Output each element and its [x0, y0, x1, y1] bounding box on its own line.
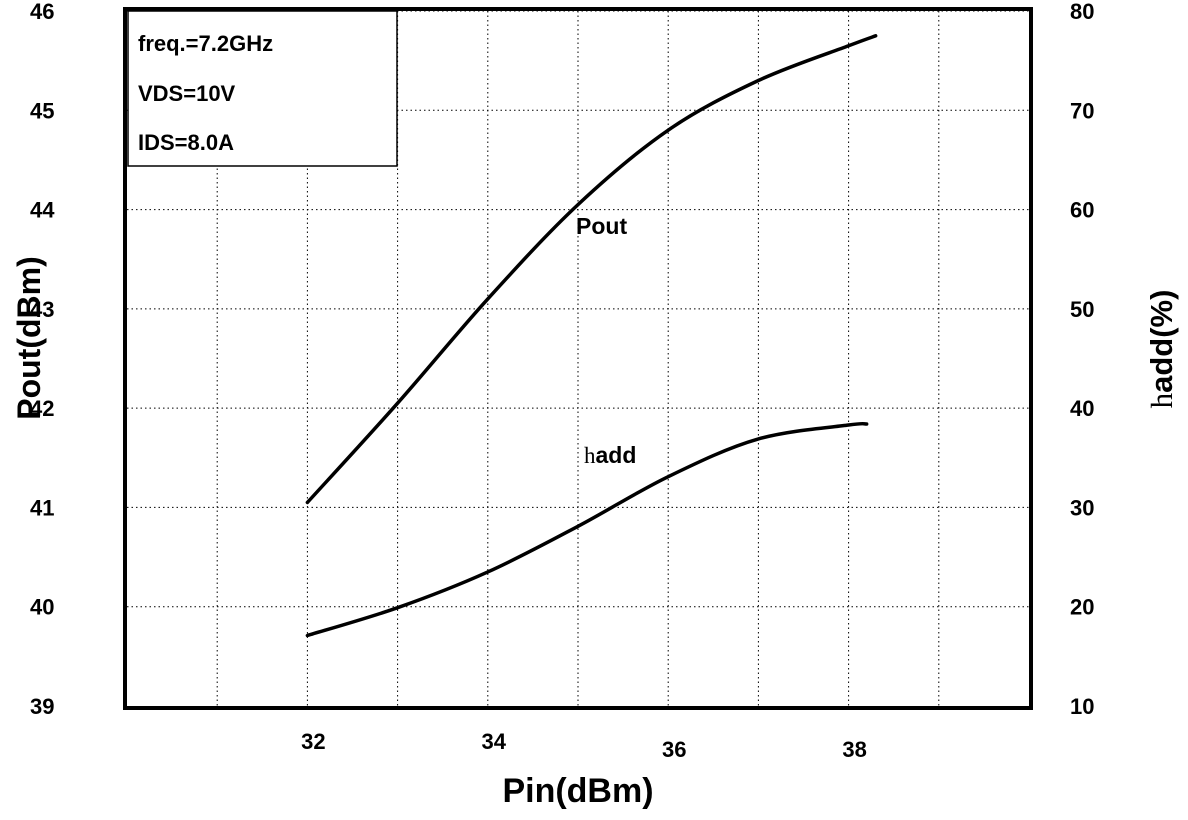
- right-tick-label: 30: [1070, 495, 1094, 520]
- data-curves: [305, 34, 878, 638]
- right-tick-label: 20: [1070, 595, 1094, 620]
- series-label-pout: Pout: [576, 213, 627, 239]
- right-tick-label: 40: [1070, 396, 1094, 421]
- left-axis-title: Pout(dBm): [11, 256, 47, 420]
- left-tick-label: 44: [30, 198, 55, 223]
- condition-vds: VDS=10V: [138, 81, 236, 106]
- left-tick-label: 39: [30, 694, 54, 719]
- x-tick-labels: 32 34 36 38: [301, 729, 867, 762]
- right-tick-label: 80: [1070, 0, 1094, 24]
- right-axis-title-text: add(%): [1144, 290, 1179, 393]
- left-tick-label: 41: [30, 495, 54, 520]
- x-tick-label: 38: [842, 737, 866, 762]
- left-tick-labels: 39 40 41 42 43 44 45 46: [30, 0, 55, 719]
- condition-ids: IDS=8.0A: [138, 130, 234, 155]
- series-line-hadd: [305, 421, 869, 638]
- right-tick-label: 10: [1070, 694, 1094, 719]
- condition-frequency: freq.=7.2GHz: [138, 31, 273, 56]
- left-tick-label: 42: [30, 396, 54, 421]
- series-label-hadd-text: add: [596, 442, 637, 468]
- right-tick-label: 50: [1070, 297, 1094, 322]
- x-tick-label: 32: [301, 729, 325, 754]
- left-tick-label: 40: [30, 595, 54, 620]
- x-tick-label: 36: [662, 737, 686, 762]
- plot-frame: [123, 7, 1033, 710]
- conditions-box: [127, 10, 398, 167]
- right-axis-title-symbol: h: [1144, 392, 1179, 408]
- series-label-hadd-symbol: h: [584, 443, 596, 468]
- x-tick-label: 34: [482, 729, 507, 754]
- left-tick-label: 43: [30, 297, 54, 322]
- series-line-pout: [305, 34, 878, 505]
- left-tick-label: 45: [30, 98, 54, 123]
- right-axis-title: hadd(%): [1144, 290, 1179, 409]
- left-tick-label: 46: [30, 0, 54, 24]
- right-tick-label: 60: [1070, 198, 1094, 223]
- grid-lines: [127, 10, 1029, 706]
- x-axis-title: Pin(dBm): [502, 772, 653, 810]
- right-tick-label: 70: [1070, 98, 1094, 123]
- right-tick-labels: 10 20 30 40 50 60 70 80: [1070, 0, 1094, 719]
- series-label-hadd: hadd: [584, 442, 636, 468]
